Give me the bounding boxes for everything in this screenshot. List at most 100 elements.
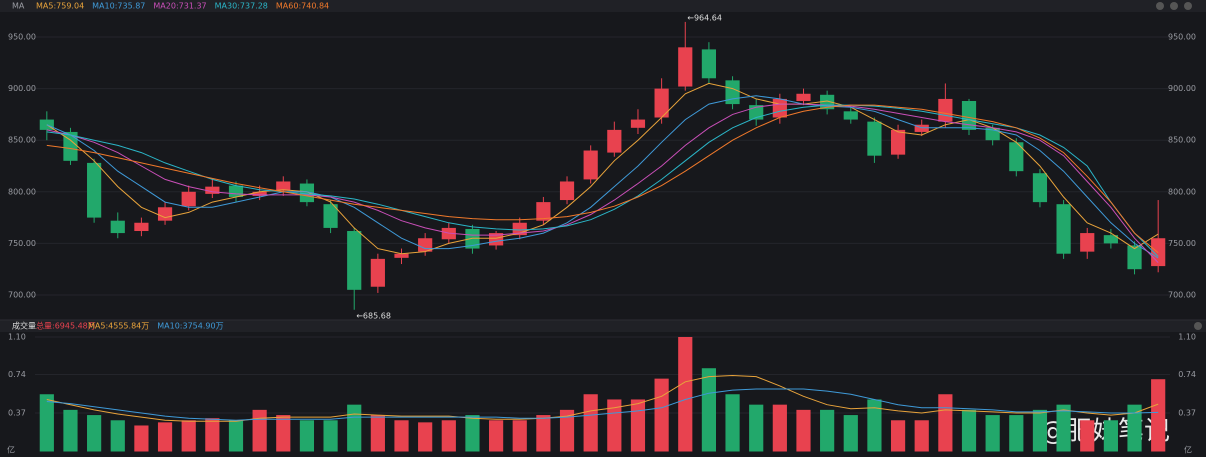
- volume-bar: [63, 409, 78, 452]
- y-tick-label: 750.00: [8, 239, 36, 248]
- volume-bar: [772, 404, 787, 452]
- volume-bar: [323, 420, 338, 452]
- candle-body: [536, 202, 551, 221]
- volume-bar: [701, 368, 716, 452]
- candle-body: [867, 121, 882, 156]
- ma-line: [46, 374, 1159, 422]
- candle-body: [678, 47, 693, 87]
- ma-line: [46, 388, 1159, 421]
- volume-bar: [1151, 379, 1166, 452]
- volume-bar: [110, 420, 125, 452]
- volume-header: [0, 320, 1206, 332]
- volume-bar: [914, 420, 929, 452]
- candle-body: [347, 231, 362, 290]
- legend-entry: MA5:4555.84万: [88, 322, 149, 331]
- volume-bar: [536, 415, 551, 452]
- volume-bar: [749, 404, 764, 452]
- legend-entry: MA10:735.87: [92, 2, 145, 11]
- y-tick-label: 950.00: [1168, 33, 1196, 42]
- y-tick-label: 0.37: [1178, 408, 1196, 417]
- volume-bar: [583, 394, 598, 452]
- icon[interactable]: [1184, 2, 1192, 10]
- y-tick-label: 900.00: [1168, 84, 1196, 93]
- volume-bar: [1056, 404, 1071, 452]
- candle-body: [630, 119, 646, 128]
- volume-bar: [465, 415, 480, 452]
- volume-bar: [1009, 415, 1024, 452]
- candle-body: [607, 129, 622, 153]
- candle-body: [228, 185, 244, 197]
- volume-bar: [796, 409, 811, 452]
- volume-bar: [867, 399, 882, 452]
- volume-bar: [654, 378, 669, 452]
- volume-bar: [489, 420, 504, 452]
- volume-bar: [938, 394, 953, 452]
- volume-bar: [820, 409, 835, 452]
- legend-entry: MA30:737.28: [215, 2, 268, 11]
- ma-line: [46, 95, 1159, 259]
- volume-bar: [276, 415, 291, 452]
- volume-bar: [559, 409, 575, 452]
- volume-bar: [205, 418, 220, 452]
- volume-bar: [299, 420, 315, 452]
- candle-body: [1080, 233, 1095, 252]
- volume-bar: [678, 337, 693, 452]
- legend-entry: MA20:731.37: [153, 2, 206, 11]
- candle-body: [370, 258, 385, 287]
- volume-title: 成交量: [12, 321, 36, 331]
- volume-bar: [985, 415, 1000, 452]
- legend-entry: MA10:3754.90万: [157, 322, 223, 331]
- ma-line: [46, 103, 1159, 263]
- volume-total: 总量:6945.48万: [36, 321, 96, 331]
- candle-body: [134, 222, 149, 232]
- volume-bar: [134, 425, 149, 452]
- y-tick-label: 800.00: [8, 187, 36, 196]
- candle-body: [725, 80, 740, 105]
- candle-body: [843, 111, 858, 120]
- icon[interactable]: [1156, 2, 1164, 10]
- volume-bar: [1103, 420, 1118, 452]
- candle-body: [299, 183, 315, 203]
- candle-body: [252, 191, 267, 196]
- y-tick-label: 750.00: [1168, 239, 1196, 248]
- icon[interactable]: [1194, 322, 1202, 330]
- volume-bar: [725, 394, 740, 452]
- candle-body: [583, 150, 598, 180]
- candle-body: [276, 181, 291, 191]
- y-tick-label: 0.74: [8, 370, 26, 379]
- volume-unit: 亿: [1184, 445, 1192, 455]
- icon[interactable]: [1170, 2, 1178, 10]
- y-tick-label: 700.00: [8, 290, 36, 299]
- candle-body: [890, 129, 906, 155]
- volume-bar: [961, 409, 977, 452]
- volume-bar: [252, 409, 267, 452]
- volume-bar: [347, 404, 362, 452]
- legend-entry: MA60:740.84: [276, 2, 329, 11]
- volume-unit: 亿: [7, 445, 15, 455]
- candle-body: [914, 124, 929, 132]
- volume-bar: [1080, 420, 1095, 452]
- y-tick-label: 1.10: [1178, 333, 1196, 342]
- y-tick-label: 0.37: [8, 408, 26, 417]
- volume-bar: [394, 420, 409, 452]
- candle-body: [157, 207, 173, 221]
- candle-body: [772, 98, 787, 118]
- volume-bar: [441, 420, 456, 452]
- candle-body: [701, 49, 716, 79]
- candle-body: [110, 220, 125, 234]
- candle-body: [654, 88, 669, 118]
- candle-body: [181, 191, 196, 207]
- candle-body: [394, 253, 409, 258]
- y-tick-label: 850.00: [8, 136, 36, 145]
- volume-bar: [181, 420, 196, 452]
- volume-bar: [512, 420, 527, 452]
- volume-bar: [39, 394, 54, 452]
- volume-bar: [890, 420, 906, 452]
- candle-body: [323, 204, 338, 228]
- volume-bar: [418, 422, 433, 452]
- candle-body: [63, 131, 78, 161]
- price-header: [0, 0, 1206, 12]
- y-tick-label: 700.00: [1168, 290, 1196, 299]
